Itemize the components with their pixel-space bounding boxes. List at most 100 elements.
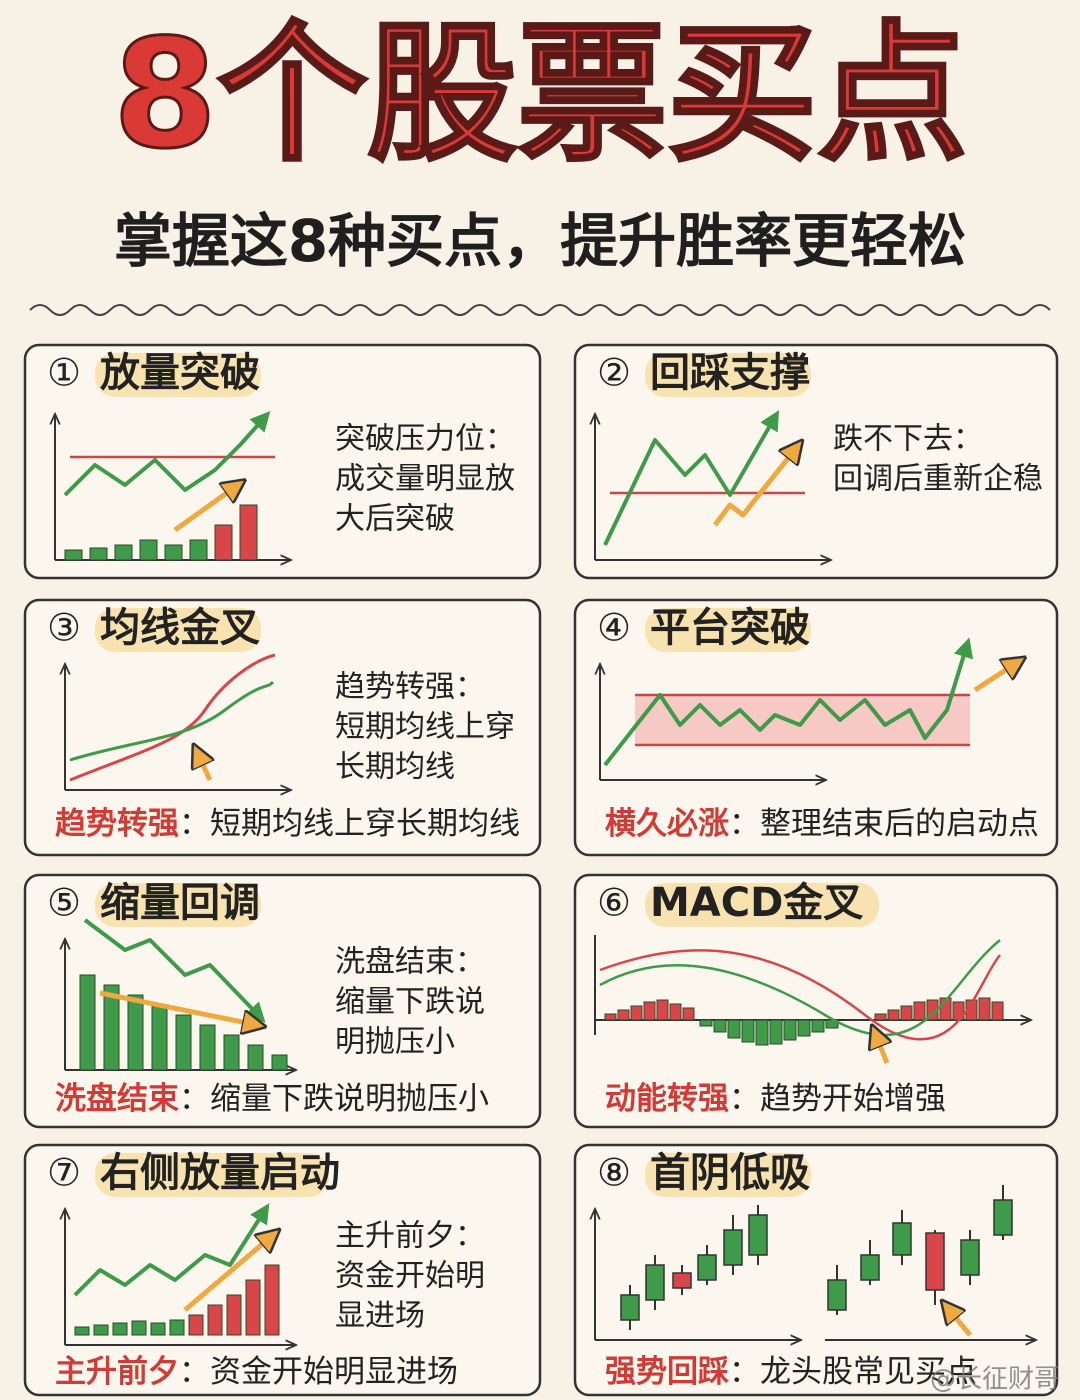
card-number: ⑥ (597, 881, 631, 925)
title: 8个股票买点 (113, 8, 967, 182)
volume-bar (188, 1314, 204, 1336)
candle (960, 1239, 980, 1276)
line (603, 637, 974, 767)
card-frame (573, 343, 1059, 580)
volume-bar (978, 997, 991, 1021)
volume-bar (239, 504, 258, 561)
card-frame (23, 598, 542, 857)
line (83, 918, 266, 1023)
line (69, 653, 276, 782)
volume-bar (811, 1019, 825, 1033)
volume-bar (214, 524, 233, 561)
volume-bar (223, 1034, 240, 1071)
volume-bar (150, 1322, 166, 1336)
subtitle: 掌握这8种买点，提升胜率更轻松 (114, 207, 966, 275)
footer-text: ：资金开始明显进场 (179, 1354, 458, 1390)
arrow (947, 1307, 972, 1337)
volume-bar (769, 1019, 783, 1045)
card-desc: 成交量明显放 (335, 462, 515, 497)
volume-bar (913, 1001, 926, 1021)
volume-bar (264, 1264, 280, 1336)
card-footer: 洗盘结束：缩量下跌说明抛压小 (55, 1081, 489, 1117)
volume-bar (887, 1009, 900, 1021)
arrow (875, 1033, 887, 1064)
card-number: ⑤ (47, 881, 81, 925)
card-desc: 短期均线上穿 (335, 710, 515, 745)
divider (29, 304, 1051, 316)
line (599, 949, 1001, 1041)
volume-bar (127, 994, 144, 1071)
footer-text: ：短期均线上穿长期均线 (179, 806, 520, 842)
card-title: 缩量回调 (100, 880, 260, 926)
card-title: 回踩支撑 (650, 350, 810, 396)
card-title: 平台突破 (650, 605, 810, 651)
volume-bar (741, 1019, 755, 1043)
card-number: ① (47, 351, 81, 395)
volume-bar (226, 1294, 242, 1336)
volume-bar (643, 1001, 656, 1021)
title-highlight (95, 883, 261, 927)
card-footer: 强势回踩：龙头股常见买点 (605, 1354, 977, 1390)
candle (672, 1272, 692, 1289)
card-desc: 回调后重新企稳 (833, 462, 1043, 497)
card-desc: 显进场 (335, 1299, 425, 1334)
card-frame (573, 1143, 1059, 1397)
volume-bar (189, 539, 208, 561)
footer-label: 横久必涨 (605, 806, 729, 842)
card-number: ④ (597, 606, 631, 650)
card-title: 均线金叉 (100, 605, 260, 651)
candle (860, 1254, 880, 1281)
volume-bar (93, 1324, 109, 1336)
card-desc: 跌不下去： (833, 422, 983, 457)
line (69, 680, 275, 762)
card-footer: 主升前夕：资金开始明显进场 (55, 1354, 458, 1390)
volume-bar (699, 1019, 713, 1027)
volume-bar (89, 547, 108, 561)
volume-bar (939, 997, 952, 1021)
volume-bar (79, 974, 96, 1071)
footer-text: ：龙头股常见买点 (729, 1354, 977, 1390)
card-desc: 突破压力位： (335, 422, 515, 457)
arrow (183, 1235, 273, 1312)
candle (697, 1254, 717, 1281)
footer-text: ：整理结束后的启动点 (729, 806, 1039, 842)
card-desc: 主升前夕： (335, 1219, 485, 1254)
candle (892, 1222, 912, 1256)
candle (993, 1199, 1013, 1236)
card-desc: 缩量下跌说 (335, 985, 485, 1020)
volume-bar (656, 999, 669, 1021)
volume-bar (669, 1003, 682, 1021)
card-frame (23, 343, 542, 580)
card-title: 放量突破 (100, 350, 260, 396)
volume-bar (617, 1009, 630, 1021)
card-number: ③ (47, 606, 81, 650)
arrow (197, 752, 210, 782)
title-highlight (95, 1153, 329, 1197)
card-footer: 趋势转强：短期均线上穿长期均线 (55, 806, 520, 842)
candle (723, 1229, 743, 1266)
footer-label: 动能转强 (605, 1081, 729, 1117)
line (73, 1203, 270, 1297)
line (713, 447, 797, 527)
watermark: @长征财哥 (930, 1365, 1060, 1395)
volume-bar (991, 1001, 1004, 1021)
volume-bar (207, 1304, 223, 1336)
candle (645, 1264, 665, 1301)
card-desc: 洗盘结束： (335, 945, 485, 980)
footer-text: ：趋势开始增强 (729, 1081, 946, 1117)
volume-bar (64, 549, 83, 561)
volume-bar (164, 544, 183, 561)
card-desc: 资金开始明 (335, 1259, 485, 1294)
title-highlight (95, 608, 261, 652)
card-number: ⑧ (597, 1151, 631, 1195)
volume-bar (151, 1004, 168, 1071)
arrow (973, 662, 1018, 693)
volume-bar (247, 1044, 264, 1071)
